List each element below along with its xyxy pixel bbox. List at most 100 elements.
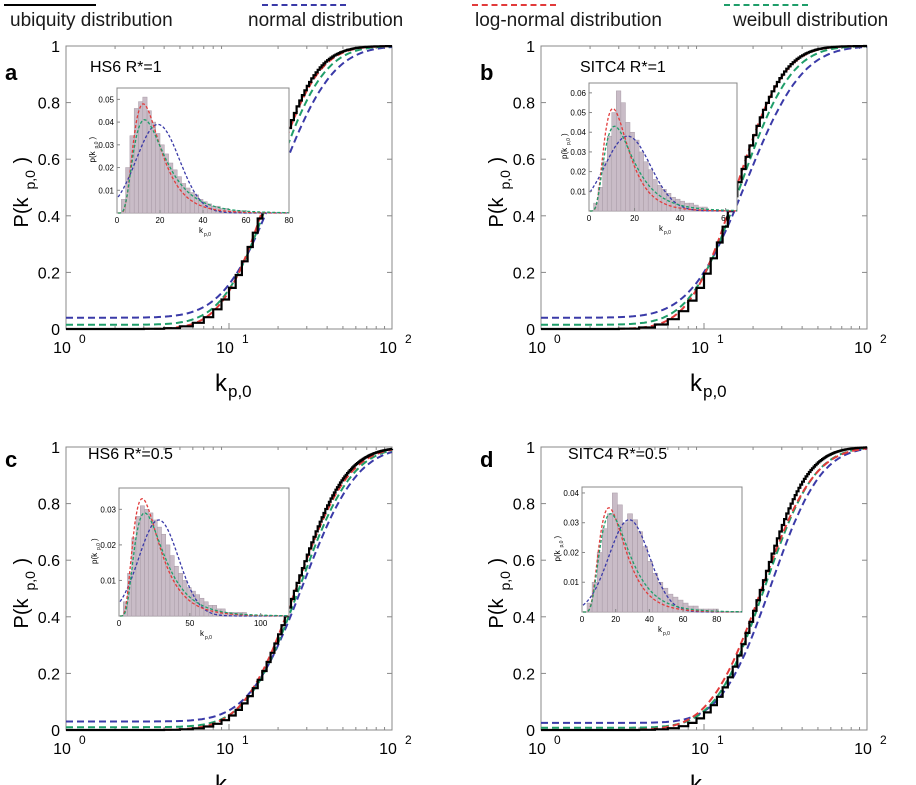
y-tick-label: 1 xyxy=(51,440,60,457)
x-axis-label-sub: p,0 xyxy=(703,783,727,785)
inset-bar xyxy=(178,573,183,617)
inset-x-label-sub: p,0 xyxy=(205,635,212,641)
x-tick-label: 10 xyxy=(53,340,71,357)
inset-bar xyxy=(144,509,149,617)
inset-y-label-sub: p,0 xyxy=(566,138,572,145)
panel-title: SITC4 R*=1 xyxy=(580,59,666,76)
inset-bar xyxy=(138,101,144,214)
y-axis-label-sub: p,0 xyxy=(22,571,38,591)
x-axis-label: k xyxy=(215,771,228,785)
x-tick-exponent: 1 xyxy=(717,332,724,346)
y-tick-label: 0.8 xyxy=(513,96,535,113)
inset-fit-curve xyxy=(589,135,737,212)
inset-bar xyxy=(148,512,154,617)
y-axis-label: P(k p,0) xyxy=(11,558,38,629)
inset-x-tick-label: 80 xyxy=(712,615,721,624)
y-tick-label: 0.4 xyxy=(513,610,535,627)
x-tick-label: 10 xyxy=(216,340,234,357)
inset-y-tick-label: 0.02 xyxy=(563,548,579,557)
inset-histogram: 0.010.020.030.040.050.060 20 40 60k p,0p(kp,… xyxy=(560,82,738,236)
y-tick-label: 0.8 xyxy=(38,497,60,514)
y-tick-label: 1 xyxy=(526,440,535,457)
inset-y-tick-label: 0.01 xyxy=(570,187,586,196)
inset-x-tick-label: 40 xyxy=(645,615,654,624)
inset-bar xyxy=(647,169,654,212)
x-axis-label: k xyxy=(215,370,228,397)
y-axis-label-sub: p,0 xyxy=(22,170,38,190)
inset-y-label-close: ) xyxy=(553,536,562,539)
x-tick-exponent: 0 xyxy=(554,733,561,747)
y-tick-label: 1 xyxy=(526,39,535,56)
inset-fit-curve xyxy=(118,119,289,214)
inset-y-label-close: ) xyxy=(88,137,97,140)
inset-x-tick-label: 20 xyxy=(630,214,639,223)
y-tick-label: 0.8 xyxy=(38,96,60,113)
inset-x-label-sub: p,0 xyxy=(204,232,211,238)
y-tick-label: 1 xyxy=(51,39,60,56)
inset-bar xyxy=(625,122,631,212)
y-axis-label: P(k p,0) xyxy=(486,558,513,629)
inset-bar xyxy=(616,90,622,212)
y-axis-label: P(k p,0) xyxy=(486,157,513,228)
inset-bar xyxy=(168,162,174,214)
x-tick-label: 10 xyxy=(379,741,397,758)
inset-x-label: k xyxy=(658,625,663,634)
inset-x-tick-label: 40 xyxy=(676,214,685,223)
inset-x-tick-label: 60 xyxy=(679,615,688,624)
x-axis-label: k xyxy=(690,771,703,785)
inset-bar xyxy=(662,587,669,613)
x-tick-exponent: 2 xyxy=(405,733,412,747)
inset-bar xyxy=(661,189,667,212)
x-tick-label: 10 xyxy=(53,741,71,758)
inset-histogram: 0.010.020.030.040.050 20 40 60 80k p,0p(kp,0) xyxy=(88,87,294,238)
inset-fit-curve xyxy=(583,513,742,613)
inset-y-label-main: p(k xyxy=(88,150,97,162)
inset-x-tick-label: 60 xyxy=(242,216,251,225)
y-axis-label-main: P(k xyxy=(486,197,508,228)
x-tick-label: 10 xyxy=(854,741,872,758)
inset-x-label: k xyxy=(659,224,664,233)
series-line-log-normal-distribution xyxy=(541,447,868,731)
inset-bar xyxy=(647,561,653,613)
panel-letter: b xyxy=(480,60,493,85)
inset-y-tick-label: 0.01 xyxy=(98,186,114,195)
inset-bar xyxy=(601,528,608,613)
x-axis-label-sub: p,0 xyxy=(228,382,252,401)
inset-y-label: p(k p,0) xyxy=(88,137,100,163)
series-line-weibull-distribution xyxy=(66,45,393,326)
inset-y-label-main: p(k xyxy=(90,552,99,564)
inset-bar xyxy=(666,193,672,212)
y-tick-label: 0 xyxy=(51,723,60,740)
inset-bar xyxy=(652,179,658,212)
inset-bar xyxy=(161,533,166,617)
inset-x-label: k xyxy=(200,629,205,638)
y-tick-label: 0.8 xyxy=(513,497,535,514)
x-tick-label: 10 xyxy=(528,340,546,357)
inset-x-label: k xyxy=(199,226,204,235)
panel-letter: c xyxy=(5,447,17,472)
inset-y-tick-label: 0.05 xyxy=(570,109,586,118)
inset-y-label-close: ) xyxy=(90,538,99,541)
x-tick-exponent: 2 xyxy=(405,332,412,346)
inset-y-tick-label: 0.03 xyxy=(563,519,579,528)
x-tick-exponent: 1 xyxy=(717,733,724,747)
inset-y-tick-label: 0.05 xyxy=(98,95,114,104)
inset-x-label-sub: p,0 xyxy=(664,230,671,236)
inset-y-tick-label: 0.01 xyxy=(563,578,579,587)
inset-y-tick-label: 0.03 xyxy=(98,141,114,150)
inset-bar xyxy=(169,555,175,617)
inset-y-label-sub: p,0 xyxy=(96,543,102,550)
x-tick-label: 10 xyxy=(528,741,546,758)
inset-bar xyxy=(140,505,145,617)
inset-y-tick-label: 0.01 xyxy=(100,576,116,585)
inset-y-label: p(k p,0) xyxy=(90,538,102,564)
legend-label-lognormal: log-normal distribution xyxy=(475,10,662,31)
y-tick-label: 0.2 xyxy=(38,666,60,683)
panel-title: HS6 R*=1 xyxy=(90,59,162,76)
inset-bar xyxy=(174,565,179,617)
inset-y-tick-label: 0.04 xyxy=(563,489,579,498)
inset-y-tick-label: 0.06 xyxy=(570,89,586,98)
